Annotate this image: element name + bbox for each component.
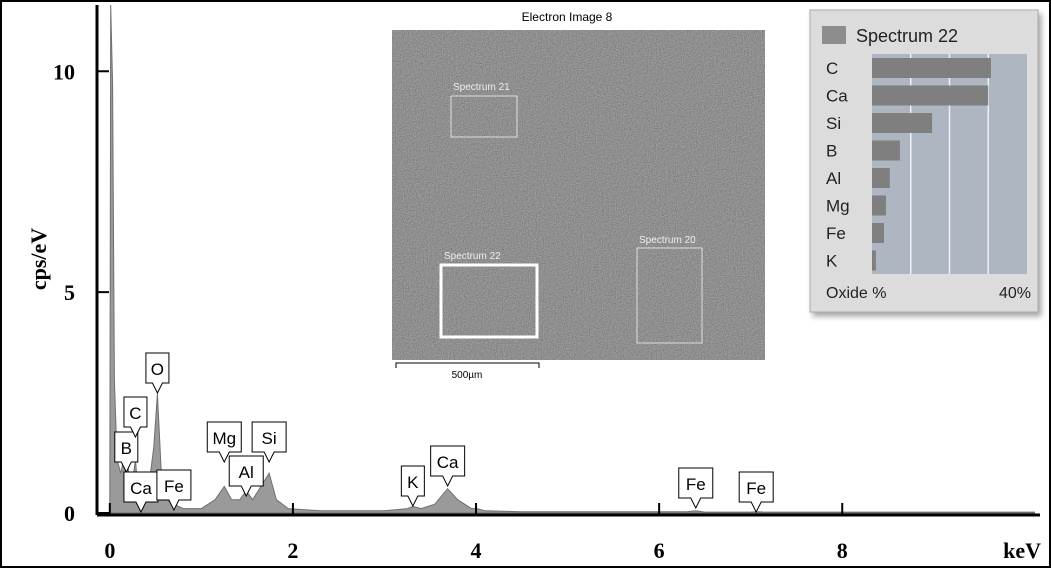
- peak-callout: [145, 352, 170, 395]
- peak-label: Ca: [437, 453, 459, 472]
- peak-label: B: [121, 439, 132, 458]
- y-tick-label: 10: [53, 59, 75, 84]
- peak-callout: [400, 465, 425, 508]
- scale-label: 500µm: [452, 370, 483, 381]
- peak-callout: [114, 431, 139, 474]
- peak-callout: [430, 445, 466, 488]
- region-label: Spectrum 22: [444, 251, 501, 262]
- y-tick-label: 0: [64, 501, 75, 526]
- peak-label: Mg: [212, 429, 236, 448]
- x-tick-label: 4: [471, 538, 482, 563]
- peak-callout: [251, 421, 287, 464]
- peak-label: K: [407, 473, 419, 492]
- panel-title: Spectrum 22: [856, 26, 958, 46]
- category-label: B: [826, 142, 837, 161]
- y-tick-label: 5: [64, 280, 75, 305]
- electron-image: Electron Image 8 Spectrum 21 Spectrum 22…: [392, 10, 765, 381]
- category-label: Si: [826, 114, 841, 133]
- category-label: Ca: [826, 87, 848, 106]
- peak-label: O: [151, 360, 164, 379]
- bar: [872, 140, 900, 161]
- image-title: Electron Image 8: [522, 10, 613, 24]
- region-box: [450, 95, 518, 138]
- bar: [872, 85, 989, 106]
- region-box: [636, 247, 703, 344]
- spectrum-area: [109, 4, 1036, 514]
- peak-callout: [738, 471, 774, 514]
- peak-label: C: [129, 404, 141, 423]
- oxide-panel: Spectrum 22 Oxide % C Ca Si B Al Mg Fe K 40%: [809, 9, 1039, 313]
- category-label: K: [826, 252, 838, 271]
- peak-callout: [228, 455, 264, 498]
- bar: [872, 168, 890, 188]
- peak-callout: [678, 467, 714, 510]
- x-tick-label: 40%: [999, 285, 1031, 302]
- x-label: Oxide %: [826, 285, 886, 302]
- category-label: Al: [826, 169, 841, 188]
- peak-label: Si: [262, 429, 277, 448]
- bar: [872, 250, 876, 271]
- category-label: Fe: [826, 224, 846, 243]
- peak-label: Al: [239, 463, 254, 482]
- x-tick-label: 8: [837, 538, 848, 563]
- y-axis-label: cps/eV: [26, 228, 51, 290]
- bar: [872, 113, 933, 133]
- peak-callout: [123, 396, 148, 439]
- region-label: Spectrum 20: [639, 235, 696, 246]
- x-tick-label: 2: [287, 538, 298, 563]
- bar: [872, 223, 885, 243]
- x-tick-label: 0: [104, 538, 115, 563]
- image: [392, 30, 765, 360]
- x-axis-label: keV: [1003, 538, 1041, 563]
- peak-label: Fe: [686, 475, 706, 494]
- peak-label: Ca: [130, 479, 152, 498]
- peak-callout: [206, 421, 242, 464]
- bar: [872, 58, 991, 78]
- region-label: Spectrum 21: [453, 82, 510, 93]
- peak-callout: [156, 469, 192, 512]
- region-box: [439, 263, 539, 339]
- category-label: Mg: [826, 197, 850, 216]
- peak-label: Fe: [164, 477, 184, 496]
- peak-label: Fe: [746, 479, 766, 498]
- swatch: [822, 26, 846, 44]
- x-tick-label: 6: [654, 538, 665, 563]
- bar: [872, 195, 886, 216]
- scale-bar: [395, 362, 540, 368]
- category-label: C: [826, 59, 838, 78]
